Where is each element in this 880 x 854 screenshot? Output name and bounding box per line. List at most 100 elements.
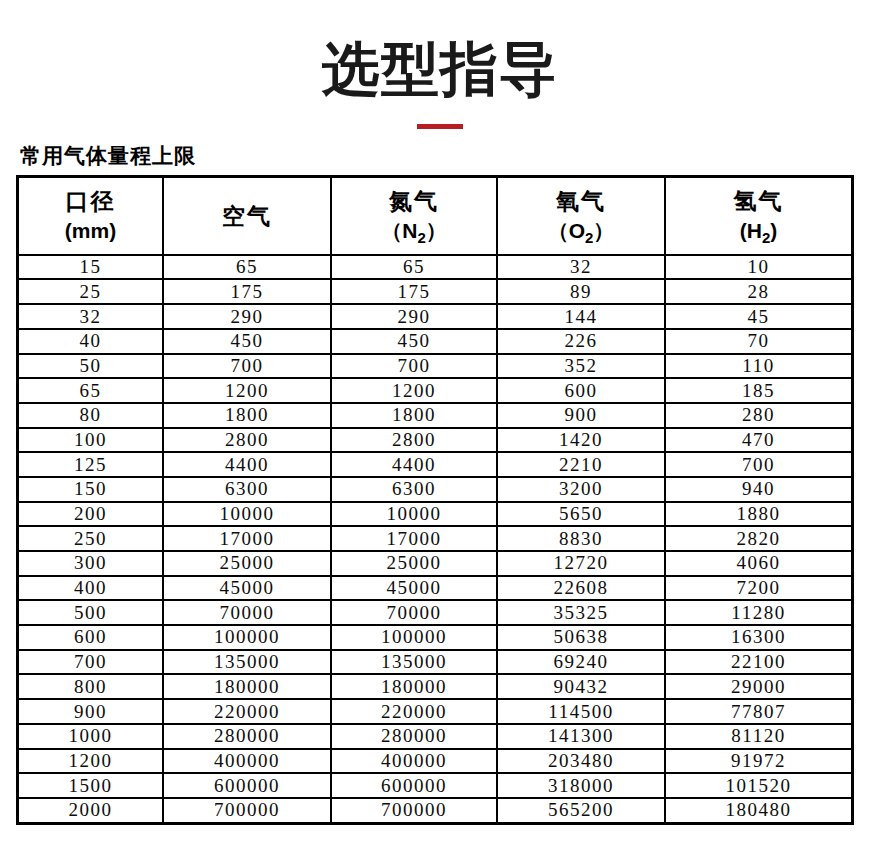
table-row: 3229029014445 bbox=[18, 304, 853, 329]
table-cell: 180000 bbox=[163, 674, 331, 699]
table-cell: 226 bbox=[497, 329, 665, 354]
table-row: 120040000040000020348091972 bbox=[18, 749, 853, 774]
table-cell: 81120 bbox=[665, 724, 853, 749]
table-cell: 2000 bbox=[18, 798, 164, 823]
table-cell: 110 bbox=[665, 354, 853, 379]
column-header-air: 空气 bbox=[163, 176, 331, 255]
table-cell: 100000 bbox=[331, 625, 497, 650]
table-cell: 318000 bbox=[497, 773, 665, 798]
table-cell: 10000 bbox=[331, 502, 497, 527]
table-cell: 250 bbox=[18, 526, 164, 551]
table-cell: 1880 bbox=[665, 502, 853, 527]
table-cell: 50 bbox=[18, 354, 164, 379]
table-cell: 300 bbox=[18, 551, 164, 576]
table-cell: 800 bbox=[18, 674, 164, 699]
table-cell: 45000 bbox=[331, 576, 497, 601]
table-cell: 6300 bbox=[331, 477, 497, 502]
table-cell: 180480 bbox=[665, 798, 853, 823]
table-cell: 150 bbox=[18, 477, 164, 502]
table-cell: 10 bbox=[665, 255, 853, 280]
table-cell: 7200 bbox=[665, 576, 853, 601]
table-row: 90022000022000011450077807 bbox=[18, 699, 853, 724]
table-cell: 135000 bbox=[163, 650, 331, 675]
table-cell: 5650 bbox=[497, 502, 665, 527]
table-row: 100028000028000014130081120 bbox=[18, 724, 853, 749]
formula-subscript: 2 bbox=[762, 229, 770, 246]
table-cell: 280000 bbox=[163, 724, 331, 749]
table-cell: 600 bbox=[18, 625, 164, 650]
table-cell: 600000 bbox=[163, 773, 331, 798]
table-cell: 8830 bbox=[497, 526, 665, 551]
table-cell: 89 bbox=[497, 279, 665, 304]
table-cell: 180000 bbox=[331, 674, 497, 699]
table-cell: 22608 bbox=[497, 576, 665, 601]
table-cell: 45 bbox=[665, 304, 853, 329]
table-cell: 144 bbox=[497, 304, 665, 329]
table-cell: 65 bbox=[18, 378, 164, 403]
column-formula: (H2) bbox=[666, 216, 851, 246]
table-cell: 4400 bbox=[331, 452, 497, 477]
table-cell: 22100 bbox=[665, 650, 853, 675]
table-row: 4045045022670 bbox=[18, 329, 853, 354]
table-cell: 3200 bbox=[497, 477, 665, 502]
table-cell: 1200 bbox=[163, 378, 331, 403]
table-cell: 17000 bbox=[331, 526, 497, 551]
column-formula: (mm) bbox=[19, 216, 162, 246]
table-row: 1565653210 bbox=[18, 255, 853, 280]
table-cell: 80 bbox=[18, 403, 164, 428]
table-cell: 700 bbox=[163, 354, 331, 379]
formula-subscript: 2 bbox=[417, 229, 425, 246]
table-cell: 70000 bbox=[331, 600, 497, 625]
table-row: 4004500045000226087200 bbox=[18, 576, 853, 601]
table-cell: 1800 bbox=[163, 403, 331, 428]
table-cell: 15 bbox=[18, 255, 164, 280]
table-cell: 900 bbox=[18, 699, 164, 724]
table-cell: 450 bbox=[331, 329, 497, 354]
column-header-oxygen: 氧气（O2） bbox=[497, 176, 665, 255]
table-cell: 700 bbox=[18, 650, 164, 675]
table-cell: 450 bbox=[163, 329, 331, 354]
section-label: 常用气体量程上限 bbox=[20, 142, 880, 170]
table-header: 口径(mm)空气氮气（N2）氧气（O2）氢气(H2) bbox=[18, 176, 853, 255]
table-row: 1500600000600000318000101520 bbox=[18, 773, 853, 798]
table-cell: 45000 bbox=[163, 576, 331, 601]
table-cell: 50638 bbox=[497, 625, 665, 650]
table-cell: 700000 bbox=[163, 798, 331, 823]
table-row: 100280028001420470 bbox=[18, 428, 853, 453]
table-cell: 91972 bbox=[665, 749, 853, 774]
table-cell: 25000 bbox=[163, 551, 331, 576]
table-cell: 175 bbox=[331, 279, 497, 304]
table-cell: 940 bbox=[665, 477, 853, 502]
table-row: 8001800001800009043229000 bbox=[18, 674, 853, 699]
table-cell: 16300 bbox=[665, 625, 853, 650]
table-cell: 2820 bbox=[665, 526, 853, 551]
table-cell: 185 bbox=[665, 378, 853, 403]
table-cell: 565200 bbox=[497, 798, 665, 823]
table-cell: 400000 bbox=[331, 749, 497, 774]
table-cell: 220000 bbox=[163, 699, 331, 724]
table-cell: 29000 bbox=[665, 674, 853, 699]
table-body: 1565653210251751758928322902901444540450… bbox=[18, 255, 853, 823]
table-cell: 32 bbox=[18, 304, 164, 329]
column-formula: （N2） bbox=[332, 216, 496, 246]
table-cell: 28 bbox=[665, 279, 853, 304]
table-cell: 101520 bbox=[665, 773, 853, 798]
column-title: 空气 bbox=[164, 201, 330, 231]
table-cell: 4060 bbox=[665, 551, 853, 576]
table-cell: 2800 bbox=[331, 428, 497, 453]
table-cell: 400 bbox=[18, 576, 164, 601]
table-cell: 470 bbox=[665, 428, 853, 453]
table-row: 2000700000700000565200180480 bbox=[18, 798, 853, 823]
table-cell: 2210 bbox=[497, 452, 665, 477]
table-cell: 290 bbox=[331, 304, 497, 329]
column-title: 氧气 bbox=[498, 186, 664, 216]
column-title: 氮气 bbox=[332, 186, 496, 216]
table-cell: 290 bbox=[163, 304, 331, 329]
table-cell: 203480 bbox=[497, 749, 665, 774]
table-cell: 25000 bbox=[331, 551, 497, 576]
table-cell: 2800 bbox=[163, 428, 331, 453]
column-header-nitrogen: 氮气（N2） bbox=[331, 176, 497, 255]
table-cell: 900 bbox=[497, 403, 665, 428]
table-cell: 500 bbox=[18, 600, 164, 625]
table-cell: 600000 bbox=[331, 773, 497, 798]
